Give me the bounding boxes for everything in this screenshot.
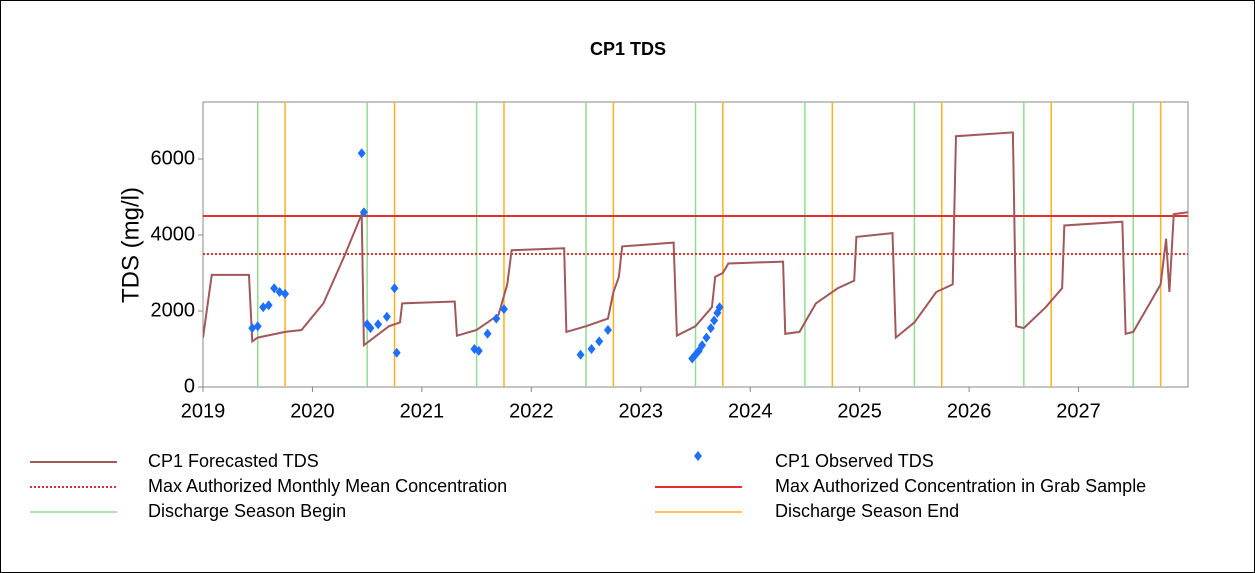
point xyxy=(715,302,724,313)
point xyxy=(357,148,366,159)
chart-title: CP1 TDS xyxy=(590,39,666,59)
y-tick-label: 6000 xyxy=(151,147,196,169)
point xyxy=(702,332,711,343)
point xyxy=(253,321,262,332)
legend-label: Max Authorized Concentration in Grab Sam… xyxy=(775,476,1146,496)
point xyxy=(483,328,492,339)
y-axis-label: TDS (mg/l) xyxy=(117,187,144,303)
point xyxy=(710,315,719,326)
point xyxy=(474,345,483,356)
legend-label: Discharge Season Begin xyxy=(148,501,346,521)
x-tick-label: 2021 xyxy=(400,400,445,422)
x-tick-label: 2022 xyxy=(509,400,554,422)
x-tick-label: 2025 xyxy=(837,400,882,422)
legend-label: CP1 Observed TDS xyxy=(775,451,934,471)
point xyxy=(492,313,501,324)
point xyxy=(587,344,596,354)
point xyxy=(270,283,279,294)
point xyxy=(392,347,401,358)
point xyxy=(382,311,391,322)
point xyxy=(366,323,375,334)
x-tick-label: 2026 xyxy=(947,400,992,422)
point xyxy=(603,325,612,335)
line xyxy=(203,131,1188,348)
legend-label: Discharge Season End xyxy=(775,501,959,521)
point xyxy=(390,283,399,294)
x-tick-label: 2020 xyxy=(290,400,335,422)
point xyxy=(499,304,508,315)
point xyxy=(359,207,368,218)
y-tick-label: 0 xyxy=(184,375,195,397)
point xyxy=(595,336,604,347)
point xyxy=(264,300,273,311)
y-tick-label: 2000 xyxy=(151,299,196,321)
point xyxy=(706,323,715,334)
x-tick-label: 2023 xyxy=(619,400,664,422)
x-tick-label: 2019 xyxy=(181,400,226,422)
point xyxy=(576,349,585,360)
point xyxy=(698,340,707,351)
point xyxy=(281,288,290,299)
point xyxy=(374,319,383,330)
legend-label: Max Authorized Monthly Mean Concentratio… xyxy=(148,476,507,496)
x-tick-label: 2024 xyxy=(728,400,773,422)
y-tick-label: 4000 xyxy=(151,223,196,245)
legend-marker xyxy=(694,451,702,461)
plot-layer xyxy=(203,102,1188,387)
x-tick-label: 2027 xyxy=(1056,400,1101,422)
legend-label: CP1 Forecasted TDS xyxy=(148,451,319,471)
